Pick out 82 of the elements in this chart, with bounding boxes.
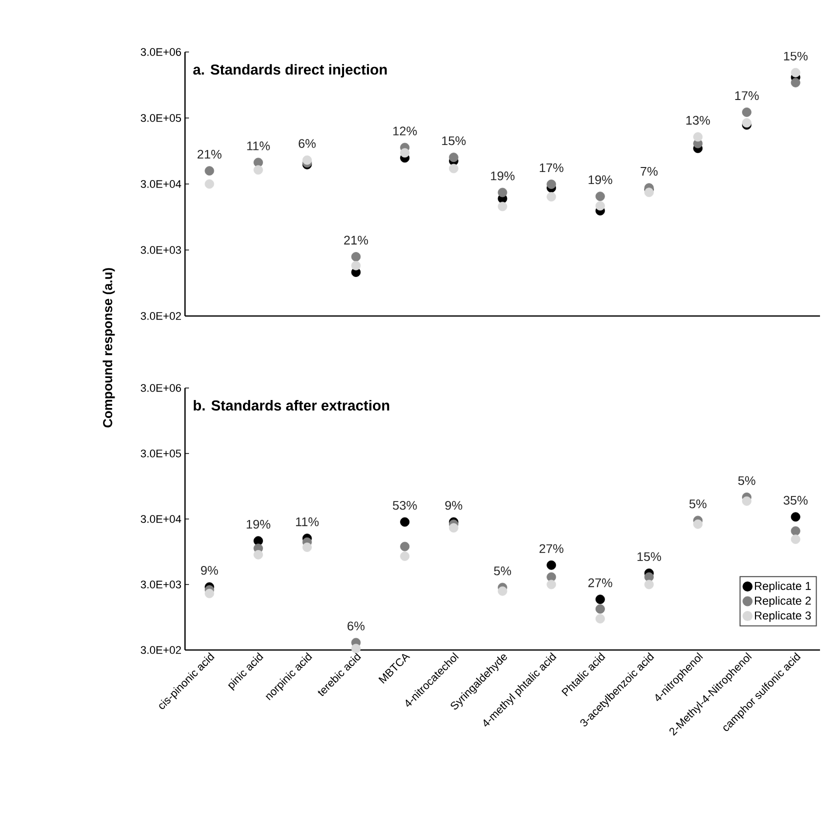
annotation: 19%	[246, 520, 270, 529]
point	[693, 519, 703, 529]
legend-label: Replicate 2	[754, 596, 811, 608]
annotation: 21%	[198, 150, 222, 159]
legend-label: Replicate 3	[754, 611, 811, 622]
point	[400, 552, 410, 561]
point	[790, 512, 800, 522]
y-tick-label: 3.0E+04	[140, 515, 182, 523]
point	[498, 586, 508, 596]
point	[204, 166, 214, 176]
annotation: 17%	[540, 163, 564, 172]
annotation: 9%	[201, 566, 218, 575]
point	[302, 155, 312, 165]
point	[546, 180, 556, 189]
annotation: 15%	[442, 136, 466, 146]
annotation: 15%	[638, 552, 662, 562]
y-tick-label: 3.0E+02	[140, 312, 181, 320]
point	[448, 164, 458, 174]
point	[596, 614, 605, 624]
y-tick-label: 3.0E+03	[140, 246, 181, 254]
annotation: 5%	[494, 566, 512, 576]
annotation: 12%	[393, 126, 417, 136]
point	[790, 78, 800, 88]
y-tick-label: 3.0E+06	[140, 48, 181, 56]
annotation: 17%	[735, 91, 759, 100]
point	[351, 644, 361, 654]
annotation: 13%	[686, 116, 710, 125]
annotation: 15%	[784, 52, 808, 60]
y-tick-label: 3.0E+03	[140, 580, 181, 588]
legend-label: Replicate 1	[754, 582, 811, 592]
y-tick-label: 3.0E+05	[140, 114, 182, 122]
point	[790, 526, 800, 536]
y-tick-label: 3.0E+06	[140, 384, 181, 392]
y-tick-label: 3.0E+02	[140, 646, 181, 654]
point	[448, 523, 458, 533]
point	[400, 148, 410, 158]
point	[596, 594, 605, 604]
point	[498, 202, 508, 212]
point	[693, 132, 703, 142]
point	[790, 68, 800, 78]
point	[644, 580, 654, 590]
y-axis-title: Compound response (a.u)	[102, 268, 115, 428]
point	[204, 588, 214, 598]
annotation: 6%	[348, 622, 365, 630]
point	[596, 201, 605, 211]
annotation: 19%	[490, 171, 515, 180]
point	[546, 580, 556, 590]
annotation: 53%	[392, 500, 417, 510]
annotation: 5%	[738, 476, 756, 486]
point	[351, 260, 361, 270]
annotation: 6%	[298, 139, 316, 148]
point	[596, 192, 605, 202]
point	[254, 550, 263, 560]
point	[204, 179, 214, 189]
y-tick-label: 3.0E+05	[140, 450, 182, 458]
point	[254, 165, 263, 175]
annotation: 19%	[588, 175, 612, 184]
annotation: 9%	[445, 500, 462, 510]
annotation: 35%	[784, 496, 808, 505]
point	[351, 252, 361, 262]
annotation: 7%	[640, 166, 658, 176]
point	[400, 517, 410, 527]
point	[498, 188, 508, 198]
point	[790, 534, 800, 544]
annotation: 27%	[540, 544, 564, 553]
point	[400, 542, 410, 552]
point	[546, 560, 556, 570]
point	[546, 192, 556, 202]
point	[596, 604, 605, 614]
point	[742, 108, 752, 117]
y-tick-label: 3.0E+04	[140, 180, 182, 188]
point	[742, 496, 752, 506]
point	[302, 542, 312, 552]
text: a. Standards direct injection	[193, 64, 387, 78]
annotation: 11%	[247, 142, 270, 150]
annotation: 11%	[296, 517, 319, 526]
point	[644, 188, 654, 198]
point	[448, 152, 458, 162]
text: b. Standards after extraction	[194, 400, 390, 411]
annotation: 27%	[588, 578, 612, 588]
annotation: 21%	[344, 236, 368, 245]
annotation: 5%	[689, 499, 706, 508]
